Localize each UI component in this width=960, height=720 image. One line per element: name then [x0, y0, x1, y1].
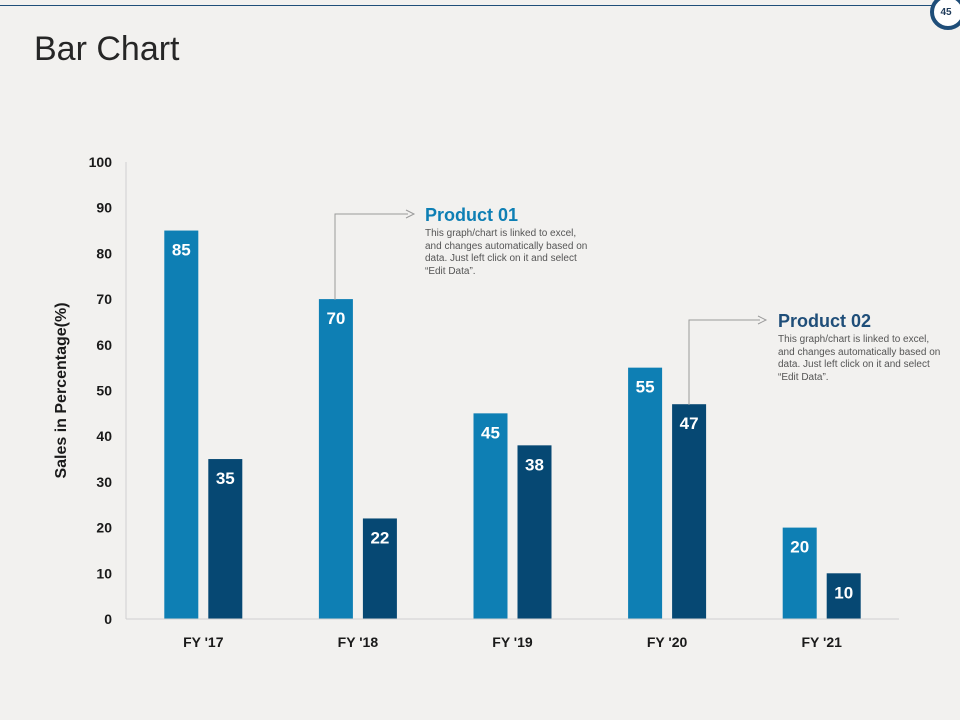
page-title: Bar Chart — [34, 30, 180, 68]
bar-value-label: 45 — [481, 423, 500, 442]
callout-connector-product-02 — [688, 319, 760, 405]
y-tick-label: 80 — [96, 245, 112, 261]
bar-value-label: 70 — [326, 309, 345, 328]
y-tick-label: 90 — [96, 200, 112, 216]
y-tick-label: 70 — [96, 291, 112, 307]
callout-product-01: Product 01 This graph/chart is linked to… — [425, 205, 595, 278]
y-axis-ticks: 0 10 20 30 40 50 60 70 80 90 100 — [89, 154, 113, 627]
bar — [826, 573, 861, 619]
bar — [473, 413, 508, 619]
y-tick-label: 60 — [96, 337, 112, 353]
x-tick-label: FY '17 — [183, 634, 224, 650]
bar — [362, 518, 397, 619]
x-tick-label: FY '19 — [492, 634, 533, 650]
bar — [208, 459, 243, 619]
bar-value-label: 55 — [636, 378, 655, 397]
x-tick-label: FY '20 — [647, 634, 688, 650]
top-rule — [0, 5, 940, 6]
bar — [782, 527, 817, 619]
y-tick-label: 0 — [104, 611, 112, 627]
callout-title: Product 01 — [425, 205, 519, 225]
callout-connector-product-01 — [334, 213, 408, 300]
y-tick-label: 100 — [89, 154, 113, 170]
x-tick-label: FY '21 — [801, 634, 842, 650]
y-tick-label: 50 — [96, 383, 112, 399]
x-tick-label: FY '18 — [338, 634, 379, 650]
bars: 85 35 70 22 45 38 55 47 20 10 — [164, 230, 861, 620]
callout-title: Product 02 — [778, 311, 872, 331]
y-tick-label: 20 — [96, 520, 112, 536]
callout-text: This graph/chart is linked to excel, and… — [425, 228, 588, 277]
page-number-badge — [930, 0, 960, 30]
bar — [672, 404, 707, 619]
bar-value-label: 38 — [525, 455, 544, 474]
bar — [318, 299, 353, 619]
x-axis-ticks: FY '17 FY '18 FY '19 FY '20 FY '21 — [183, 634, 842, 650]
bar — [517, 445, 552, 619]
callout-arrowhead-product-01 — [405, 209, 416, 219]
bar — [628, 367, 663, 619]
page-number: 45 — [940, 7, 952, 18]
callout-text: This graph/chart is linked to excel, and… — [778, 334, 941, 383]
y-tick-label: 10 — [96, 565, 112, 581]
callout-product-02: Product 02 This graph/chart is linked to… — [778, 311, 948, 384]
bar-value-label: 35 — [216, 469, 235, 488]
bar-value-label: 20 — [790, 538, 809, 557]
bar — [164, 230, 199, 620]
callout-arrowhead-product-02 — [757, 315, 768, 325]
y-tick-label: 30 — [96, 474, 112, 490]
bar-value-label: 22 — [370, 528, 389, 547]
bar-value-label: 85 — [172, 241, 191, 260]
y-axis-label: Sales in Percentage(%) — [53, 302, 70, 478]
y-tick-label: 40 — [96, 428, 112, 444]
bar-value-label: 47 — [680, 414, 699, 433]
bar-value-label: 10 — [834, 583, 853, 602]
